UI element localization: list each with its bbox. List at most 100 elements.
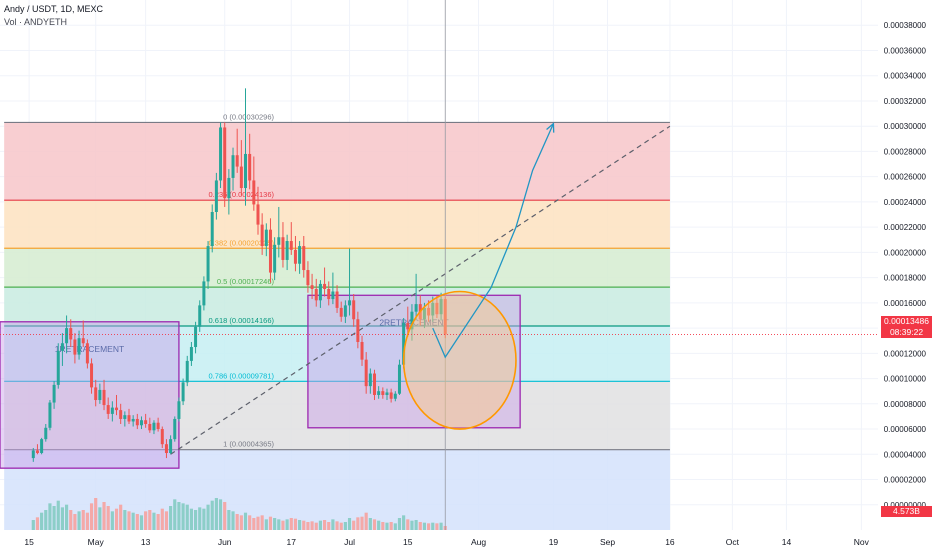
- candle: [289, 222, 293, 255]
- candle-body: [260, 224, 264, 247]
- volume-bar: [69, 510, 73, 530]
- volume-bar: [94, 498, 98, 530]
- volume-bar: [52, 506, 56, 530]
- candle: [81, 320, 85, 348]
- candle: [148, 417, 152, 433]
- candle-body: [202, 281, 206, 306]
- price-axis-label: 0.00008000: [884, 400, 927, 409]
- candle-body: [235, 155, 239, 167]
- candle: [302, 235, 306, 278]
- volume-bar: [44, 510, 48, 530]
- volume-bar: [77, 511, 81, 530]
- candle: [206, 241, 210, 289]
- highlight-ellipse: [402, 290, 517, 430]
- time-axis-label: Jun: [218, 537, 232, 547]
- volume-bar: [381, 522, 385, 530]
- volume-bar: [402, 515, 406, 530]
- candle-body: [277, 237, 281, 245]
- candle-body: [364, 359, 368, 387]
- candle-body: [343, 305, 347, 317]
- retracement-zone-label: 2RETRACEMENT: [379, 317, 448, 327]
- candle: [127, 408, 131, 424]
- symbol-title[interactable]: Andy / USDT, 1D, MEXC: [4, 4, 104, 14]
- candle: [115, 394, 119, 416]
- retracement-zone: [0, 321, 180, 469]
- volume-bar: [293, 518, 298, 530]
- candle-body: [244, 153, 248, 189]
- candle: [244, 88, 248, 206]
- candle: [260, 213, 264, 255]
- volume-bar: [223, 502, 227, 530]
- candle: [139, 416, 143, 430]
- candle: [223, 122, 227, 207]
- volume-bar: [169, 506, 173, 530]
- volume-bar: [435, 523, 439, 530]
- candle-body: [98, 389, 102, 401]
- retracement-zone-label: 1RETRACEMENT: [55, 344, 124, 354]
- candle: [198, 300, 202, 332]
- volume-bar: [173, 499, 177, 530]
- volume-bar: [110, 511, 114, 530]
- volume-bar: [160, 508, 164, 530]
- candle-body: [73, 339, 77, 355]
- time-axis-label: 16: [665, 537, 675, 547]
- candle-body: [281, 237, 285, 260]
- time-axis-label: Jul: [344, 537, 355, 547]
- volume-bar: [31, 520, 35, 530]
- candle: [40, 437, 44, 455]
- volume-indicator-label[interactable]: Vol · ANDYETH: [4, 17, 68, 27]
- time-axis-label: Aug: [471, 537, 486, 547]
- candle: [177, 397, 181, 422]
- candle: [335, 285, 339, 313]
- candle: [360, 335, 364, 366]
- candle: [327, 281, 331, 306]
- current-price-tag: 0.00013486 08:39:22: [881, 316, 932, 338]
- volume-bar: [343, 522, 347, 530]
- candle: [60, 333, 64, 366]
- candle-body: [252, 180, 256, 205]
- candle-body: [144, 420, 148, 424]
- candle-body: [90, 363, 94, 388]
- candle: [219, 122, 223, 189]
- candle-body: [323, 283, 327, 289]
- volume-bar: [144, 511, 148, 530]
- fib-level-label: 0.5 (0.00017246): [217, 277, 275, 286]
- volume-bar: [98, 507, 102, 530]
- candle: [227, 169, 231, 215]
- candle: [293, 235, 297, 272]
- fib-level-label: 1 (0.00004365): [223, 440, 274, 449]
- candle-body: [256, 204, 260, 225]
- candle-body: [231, 155, 235, 178]
- volume-bar: [135, 514, 139, 530]
- volume-bar: [310, 521, 314, 530]
- price-axis-label: 0.00022000: [884, 223, 927, 232]
- candle-body: [368, 373, 372, 387]
- volume-bar: [331, 519, 335, 530]
- candle-body: [185, 360, 189, 383]
- candle-body: [289, 241, 293, 250]
- candle-body: [77, 338, 81, 355]
- price-axis-label: 0.00010000: [884, 375, 927, 384]
- candle: [48, 400, 52, 431]
- price-axis-label: 0.00038000: [884, 21, 927, 30]
- candle: [135, 413, 139, 430]
- candle-body: [123, 415, 127, 419]
- candle: [185, 355, 189, 387]
- candle: [156, 417, 160, 432]
- volume-bar: [40, 512, 44, 530]
- time-axis-label: 19: [549, 537, 559, 547]
- candle: [389, 388, 393, 403]
- volume-bar: [393, 523, 397, 530]
- time-axis-label: 15: [24, 537, 34, 547]
- price-axis-label: 0.00004000: [884, 450, 927, 459]
- volume-bar: [364, 512, 368, 530]
- candle: [102, 379, 106, 411]
- candle-body: [356, 319, 360, 342]
- candle-body: [393, 393, 397, 399]
- volume-bar: [89, 503, 94, 530]
- projection-path: [432, 123, 555, 359]
- volume-bar: [327, 522, 331, 530]
- candle: [435, 295, 439, 318]
